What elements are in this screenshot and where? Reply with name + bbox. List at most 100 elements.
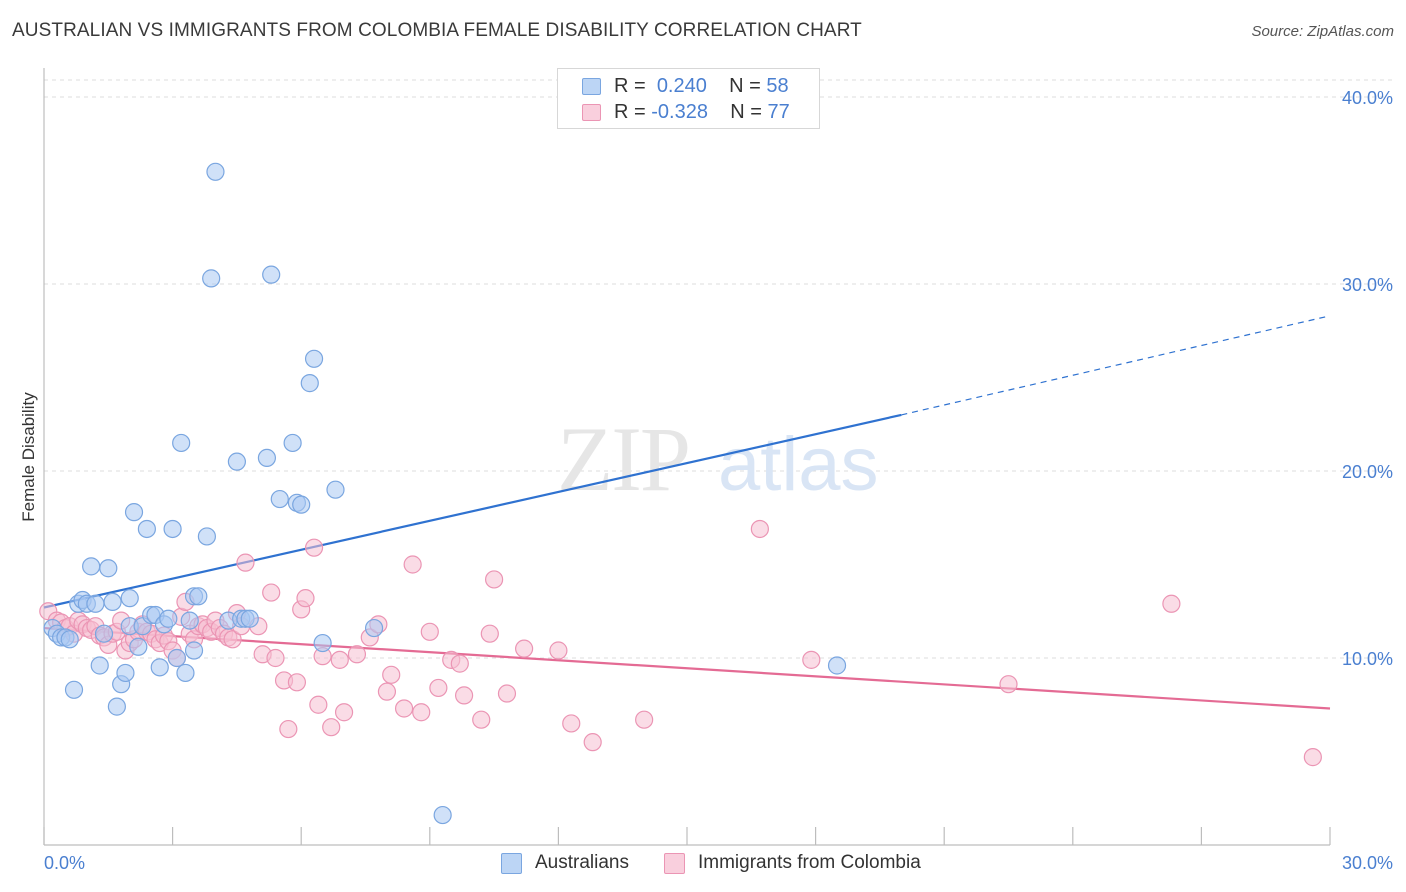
point-colombia [454, 686, 474, 705]
source-label: Source: ZipAtlas.com [1251, 23, 1394, 40]
point-colombia [999, 675, 1018, 694]
point-australians [107, 697, 126, 716]
point-australians [257, 448, 277, 468]
point-australians [206, 162, 225, 181]
point-australians [150, 658, 169, 677]
point-colombia [236, 553, 255, 572]
point-australians [159, 609, 178, 628]
point-australians [270, 489, 289, 509]
x-tick-label: 0.0% [44, 853, 85, 873]
point-colombia [450, 654, 469, 673]
data-points [39, 162, 1322, 825]
point-australians [129, 637, 148, 656]
point-colombia [304, 538, 324, 557]
legend-n-label: N = [729, 75, 761, 97]
y-tick-label: 30.0% [1342, 275, 1393, 295]
point-colombia [412, 703, 431, 722]
legend-r-label: R = [614, 101, 646, 123]
point-colombia [429, 678, 448, 698]
point-australians [227, 452, 246, 471]
point-australians [176, 663, 195, 683]
point-colombia [583, 733, 602, 752]
point-colombia [420, 622, 439, 641]
point-australians [120, 589, 139, 608]
point-australians [283, 433, 302, 453]
legend-n-label: N = [730, 101, 762, 123]
bottom-legend-swatch-blue [501, 853, 522, 874]
point-colombia [377, 682, 397, 701]
watermark-atlas: atlas [718, 422, 879, 507]
point-colombia [309, 695, 328, 714]
correlation-legend: R = 0.240 N = 58 R = -0.328 N = 77 [557, 68, 820, 129]
point-colombia [296, 589, 315, 608]
y-tick-label: 10.0% [1342, 649, 1393, 669]
point-australians [116, 663, 135, 683]
point-australians [60, 630, 79, 649]
point-colombia [750, 519, 769, 539]
point-australians [82, 557, 101, 576]
point-colombia [382, 665, 401, 684]
trend-line-colombia [43, 626, 1331, 710]
point-australians [262, 265, 281, 284]
point-colombia [1303, 748, 1322, 767]
chart-title: AUSTRALIAN VS IMMIGRANTS FROM COLOMBIA F… [12, 20, 862, 41]
point-australians [300, 374, 319, 393]
point-colombia [515, 639, 534, 658]
point-australians [292, 495, 311, 514]
point-colombia [497, 684, 517, 703]
point-australians [202, 269, 221, 288]
bottom-legend-swatch-pink [664, 853, 685, 874]
legend-r-value: 0.240 [656, 75, 707, 97]
point-australians [827, 656, 847, 675]
point-australians [94, 624, 114, 643]
point-australians [240, 609, 259, 628]
point-australians [137, 519, 156, 539]
legend-r-value: -0.328 [651, 101, 708, 123]
watermark: ZIP atlas [557, 408, 879, 510]
point-colombia [287, 673, 307, 692]
point-colombia [330, 650, 349, 669]
y-axis-label: Female Disability [19, 392, 38, 522]
point-colombia [635, 710, 654, 729]
point-australians [304, 349, 324, 368]
point-colombia [394, 699, 414, 718]
point-australians [180, 611, 199, 630]
point-australians [364, 618, 384, 638]
y-tick-label: 20.0% [1342, 462, 1393, 482]
point-australians [433, 805, 452, 825]
trend-line-australians-extension [901, 315, 1331, 416]
point-colombia [322, 718, 341, 737]
point-australians [167, 648, 186, 668]
point-australians [189, 587, 208, 606]
legend-swatch-pink [582, 104, 601, 121]
point-australians [326, 480, 345, 499]
point-colombia [279, 719, 298, 739]
point-australians [163, 519, 182, 539]
point-colombia [802, 650, 821, 669]
legend-swatch-blue [582, 78, 601, 95]
bottom-legend-label: Immigrants from Colombia [698, 852, 921, 873]
point-colombia [549, 641, 568, 660]
point-australians [197, 527, 216, 546]
point-australians [99, 559, 118, 578]
axes [43, 68, 1331, 846]
legend-n-value: 77 [767, 101, 790, 123]
legend-n-value: 58 [766, 75, 789, 97]
bottom-legend-label: Australians [535, 852, 629, 873]
point-australians [184, 641, 204, 660]
trend-line-australians [43, 413, 902, 609]
point-australians [124, 503, 144, 522]
point-colombia [472, 710, 491, 729]
point-colombia [223, 630, 242, 649]
point-australians [86, 594, 105, 613]
point-australians [172, 433, 191, 453]
trend-lines [43, 315, 1331, 710]
legend-r-label: R = [614, 75, 646, 97]
watermark-zip: ZIP [557, 408, 689, 510]
point-colombia [347, 645, 367, 664]
point-colombia [266, 648, 285, 668]
point-colombia [1162, 594, 1181, 613]
x-tick-label: 30.0% [1342, 853, 1393, 873]
point-australians [313, 633, 332, 653]
